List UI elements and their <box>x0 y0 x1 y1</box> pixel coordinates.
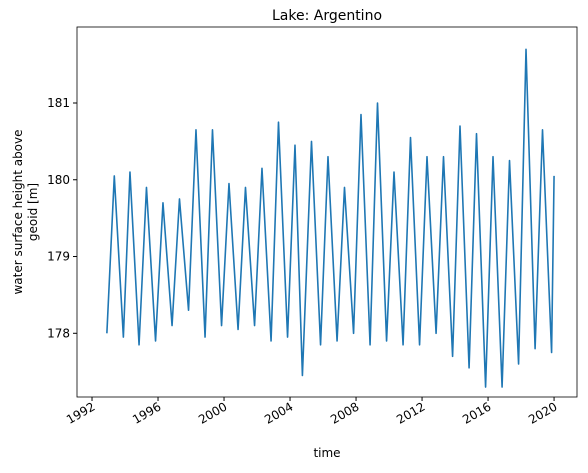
x-tick-label: 2008 <box>328 399 361 426</box>
y-axis-label: geoid [m] <box>26 183 40 241</box>
x-axis-label: time <box>313 446 340 460</box>
x-tick-label: 2016 <box>460 399 493 426</box>
y-axis-label: water surface height above <box>11 129 25 294</box>
x-tick-label: 2004 <box>262 399 295 426</box>
chart-title: Lake: Argentino <box>272 8 382 24</box>
x-tick-label: 1996 <box>130 399 163 426</box>
y-tick-label: 179 <box>47 250 70 264</box>
y-tick-label: 180 <box>47 173 70 187</box>
data-line <box>106 48 555 388</box>
y-tick-label: 178 <box>47 326 70 340</box>
x-tick-label: 1992 <box>64 399 97 426</box>
y-tick-label: 181 <box>47 96 70 110</box>
x-tick-label: 2012 <box>394 399 427 426</box>
x-tick-label: 2000 <box>196 399 229 426</box>
plot-frame <box>76 26 578 398</box>
x-tick-label: 2020 <box>526 399 559 426</box>
